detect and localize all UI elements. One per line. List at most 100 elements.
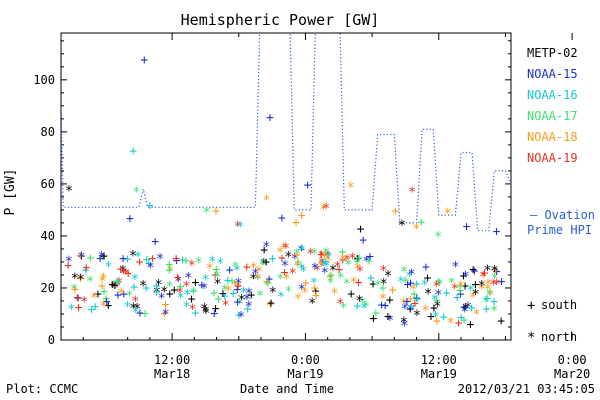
north-point-metp-02: * [398, 218, 406, 234]
north-point-noaa-16: * [183, 288, 191, 304]
south-point-noaa-17: + [215, 292, 223, 307]
north-point-metp-02: * [400, 315, 408, 331]
x-axis: 12:00Mar180:00Mar1912:00Mar190:00Mar2012… [60, 33, 590, 381]
south-point-metp-02: + [369, 277, 377, 292]
north-point-metp-02: * [160, 284, 168, 300]
south-point-noaa-15: + [136, 306, 144, 321]
north-point-noaa-19: * [322, 201, 330, 217]
south-point-metp-02: + [406, 302, 414, 317]
south-point-noaa-17: + [434, 274, 442, 289]
north-point-noaa-15: * [146, 260, 154, 276]
north-point-noaa-15: * [362, 254, 370, 270]
north-point-metp-02: * [355, 293, 363, 309]
y-tick-label: 0 [48, 333, 55, 347]
north-point-noaa-18: * [349, 275, 357, 291]
south-point-noaa-19: + [82, 260, 90, 275]
south-point-noaa-16: + [124, 252, 132, 267]
north-point-metp-02: * [478, 279, 486, 295]
north-point-noaa-15: * [200, 281, 208, 297]
south-point-noaa-16: + [453, 291, 461, 306]
south-point-noaa-17: + [460, 313, 468, 328]
north-point-noaa-18: * [98, 274, 106, 290]
north-point-noaa-17: * [189, 285, 197, 301]
north-point-noaa-17: * [256, 288, 264, 304]
south-point-metp-02: + [430, 301, 438, 316]
north-point-noaa-18: * [263, 194, 271, 209]
north-point-noaa-15: * [77, 250, 85, 266]
south-point-noaa-18: + [160, 306, 168, 321]
north-point-noaa-15: * [184, 270, 192, 286]
legend-ovation-label-line2: Prime HPI [527, 223, 592, 237]
north-point-noaa-18: * [472, 307, 480, 323]
footer-timestamp: 2012/03/21 03:45:05 [458, 382, 595, 396]
x-axis-label: Date and Time [240, 382, 334, 396]
south-point-noaa-18: + [433, 314, 441, 329]
north-point-noaa-19: * [110, 280, 118, 296]
north-point-noaa-18: * [319, 202, 327, 218]
north-point-metp-02: * [483, 263, 491, 279]
north-point-noaa-16: * [239, 285, 247, 301]
south-point-noaa-15: + [457, 287, 465, 302]
south-point-noaa-16: + [321, 254, 329, 269]
south-point-noaa-16: + [142, 281, 150, 296]
legend-item-noaa-19: NOAA-19 [527, 151, 578, 165]
south-point-noaa-19: + [455, 316, 463, 331]
south-point-noaa-16: + [88, 303, 96, 318]
south-point-metp-02: + [108, 277, 116, 292]
south-point-noaa-19: + [136, 255, 144, 270]
south-point-noaa-17: + [327, 268, 335, 283]
north-point-noaa-17: * [490, 271, 498, 287]
legend: METP-02 NOAA-15 NOAA-16 NOAA-17 NOAA-18 … [527, 46, 595, 346]
north-point-noaa-18: * [406, 294, 414, 310]
north-point-metp-02: * [384, 268, 392, 284]
north-point-noaa-15: * [434, 287, 442, 303]
north-point-noaa-15: * [407, 267, 415, 283]
south-point-noaa-16: + [490, 295, 498, 310]
south-point-noaa-19: + [174, 270, 182, 285]
north-point-noaa-16: * [397, 274, 405, 290]
south-point-noaa-18: + [212, 204, 220, 219]
north-point-noaa-17: * [213, 269, 221, 285]
south-point-noaa-15: + [378, 298, 386, 313]
north-point-noaa-17: * [344, 258, 352, 274]
legend-item-metp-02: METP-02 [527, 46, 578, 60]
north-point-noaa-15: * [451, 260, 459, 276]
north-point-noaa-19: * [182, 279, 190, 295]
north-point-noaa-19: * [80, 295, 88, 311]
north-point-noaa-18: * [486, 288, 494, 304]
south-point-noaa-17: + [87, 251, 95, 266]
plot-frame [60, 32, 512, 341]
north-point-noaa-17: * [400, 264, 408, 280]
south-point-noaa-17: + [355, 251, 363, 266]
south-point-noaa-17: + [176, 279, 184, 294]
south-point-metp-02: + [100, 249, 108, 264]
south-point-noaa-16: + [221, 289, 229, 304]
north-point-noaa-15: * [262, 240, 270, 256]
south-point-metp-02: + [219, 287, 227, 302]
south-point-noaa-17: + [294, 255, 302, 270]
north-point-noaa-16: * [310, 276, 318, 292]
south-point-noaa-16: + [130, 280, 138, 295]
south-point-noaa-15: + [493, 265, 501, 280]
north-point-metp-02: * [379, 276, 387, 292]
north-point-metp-02: * [71, 271, 79, 287]
north-point-noaa-18: * [301, 285, 309, 301]
south-point-noaa-17: + [99, 249, 107, 264]
south-point-noaa-19: + [243, 260, 251, 275]
south-point-noaa-17: + [182, 254, 190, 269]
south-point-noaa-17: + [141, 306, 149, 321]
legend-item-noaa-16: NOAA-16 [527, 88, 578, 102]
x-tick-date: Mar19 [287, 367, 323, 381]
south-point-noaa-16: + [268, 252, 276, 267]
south-point-noaa-18: + [326, 270, 334, 285]
south-point-noaa-16: + [179, 253, 187, 268]
north-point-noaa-18: * [324, 254, 332, 270]
y-tick-label: 80 [41, 125, 55, 139]
north-point-noaa-17: * [322, 246, 330, 262]
south-point-noaa-16: + [235, 308, 243, 323]
south-point-noaa-17: + [365, 254, 373, 269]
y-axis-label: P [GW] [3, 169, 18, 216]
south-point-noaa-16: + [114, 275, 122, 290]
south-point-noaa-18: + [311, 281, 319, 296]
